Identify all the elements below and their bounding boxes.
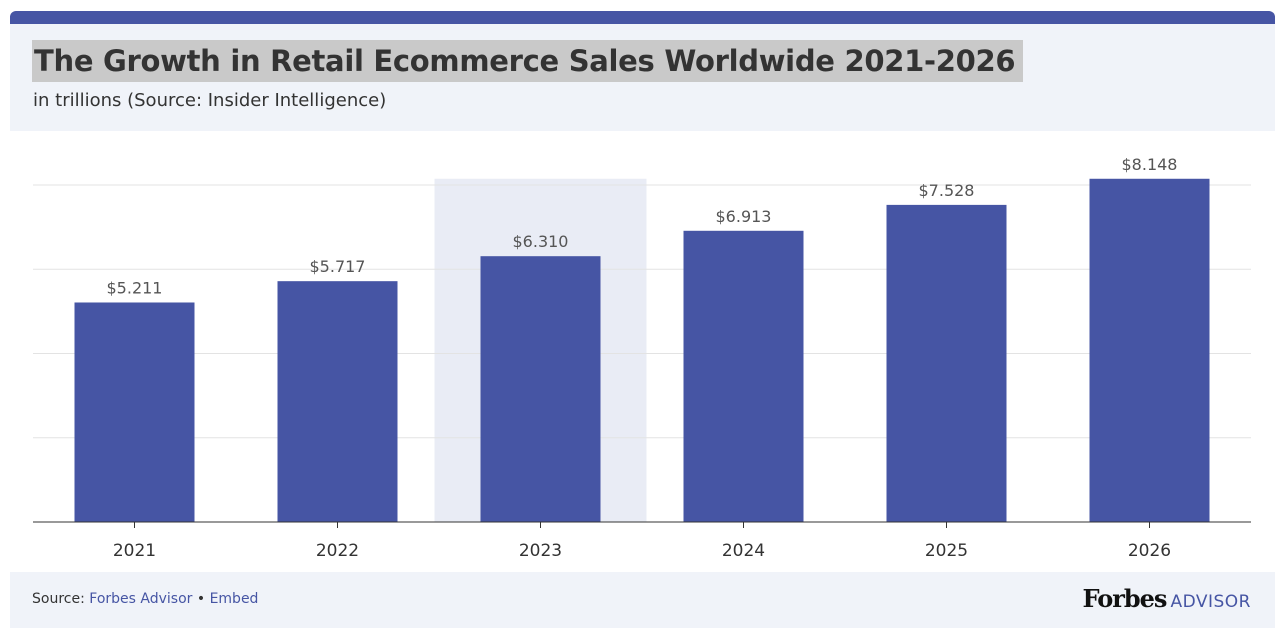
top-accent-bar bbox=[10, 11, 1275, 24]
x-tick-label-2025: 2025 bbox=[925, 541, 968, 561]
bar-2025 bbox=[886, 204, 1007, 522]
data-label-2026: $8.148 bbox=[1122, 155, 1178, 174]
embed-link[interactable]: Embed bbox=[209, 591, 259, 607]
data-label-2025: $7.528 bbox=[919, 181, 975, 200]
x-tick-label-2026: 2026 bbox=[1128, 541, 1171, 561]
x-tick-label-2022: 2022 bbox=[316, 541, 359, 561]
logo-suffix: ADVISOR bbox=[1170, 592, 1251, 612]
logo-brand: Forbes bbox=[1082, 584, 1167, 613]
bar-2021 bbox=[74, 302, 195, 522]
data-label-2024: $6.913 bbox=[716, 207, 772, 226]
source-separator: • bbox=[192, 591, 210, 607]
chart-footer: Source: Forbes Advisor • Embed Forbes ADV… bbox=[10, 572, 1275, 628]
bar-2023 bbox=[480, 256, 601, 522]
bar-2026 bbox=[1089, 178, 1210, 522]
source-link[interactable]: Forbes Advisor bbox=[89, 591, 193, 607]
forbes-advisor-logo: Forbes ADVISOR bbox=[1082, 584, 1251, 613]
x-tick-label-2024: 2024 bbox=[722, 541, 765, 561]
data-label-2023: $6.310 bbox=[513, 232, 569, 251]
x-tick-label-2023: 2023 bbox=[519, 541, 562, 561]
data-label-2022: $5.717 bbox=[310, 257, 366, 276]
chart-header: The Growth in Retail Ecommerce Sales Wor… bbox=[10, 24, 1275, 131]
bar-2022 bbox=[277, 281, 398, 522]
source-line: Source: Forbes Advisor • Embed bbox=[32, 591, 258, 607]
bar-chart: $5.211 2021 $5.717 2022 $6.310 2023 $6.913 2024… bbox=[33, 155, 1251, 561]
chart-subtitle: in trillions (Source: Insider Intelligen… bbox=[33, 90, 387, 111]
data-label-2021: $5.211 bbox=[107, 278, 163, 297]
source-prefix: Source: bbox=[32, 591, 90, 607]
bar-2024 bbox=[683, 230, 804, 523]
x-tick-label-2021: 2021 bbox=[113, 541, 156, 561]
chart-title: The Growth in Retail Ecommerce Sales Wor… bbox=[32, 40, 1024, 82]
